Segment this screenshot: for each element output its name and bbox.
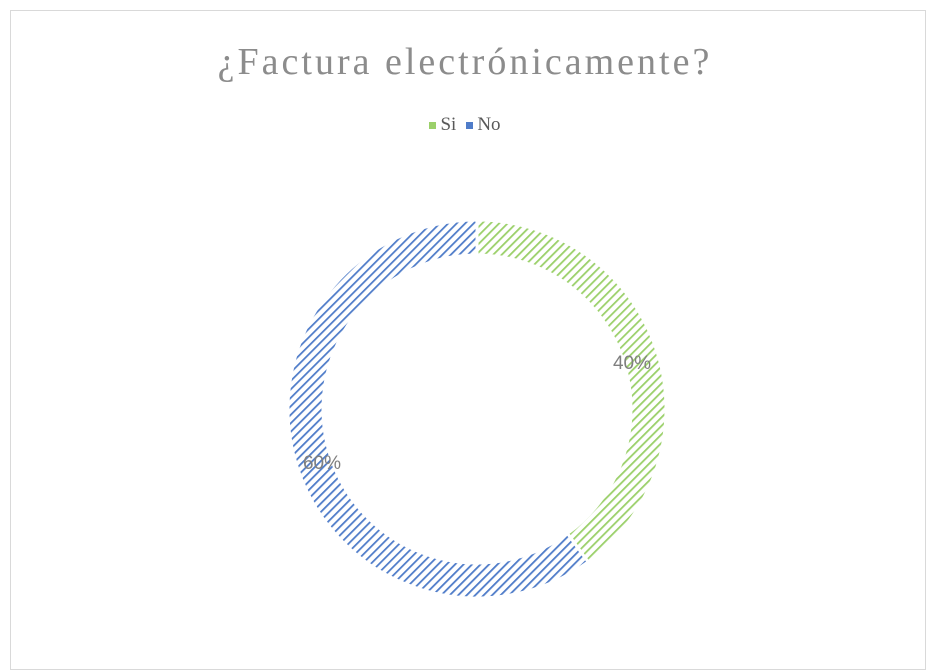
chart-frame bbox=[10, 10, 926, 670]
legend: Si No bbox=[0, 114, 930, 136]
data-label-si: 40% bbox=[613, 353, 651, 374]
legend-label-no: No bbox=[477, 114, 501, 135]
legend-item-no: No bbox=[466, 114, 501, 136]
legend-swatch-no bbox=[466, 121, 474, 129]
donut-slice-si bbox=[475, 218, 668, 565]
legend-label-si: Si bbox=[440, 114, 457, 135]
legend-item-si: Si bbox=[429, 114, 456, 136]
chart-title: ¿Factura electrónicamente? bbox=[217, 41, 713, 83]
data-label-no: 60% bbox=[303, 453, 341, 474]
legend-swatch-si bbox=[429, 121, 437, 129]
donut-slice-no bbox=[286, 218, 591, 600]
